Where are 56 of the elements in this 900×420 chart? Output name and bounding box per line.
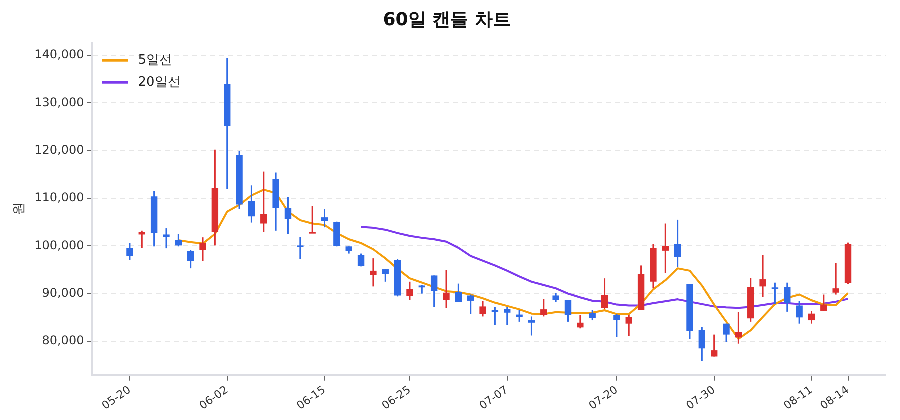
candlestick [248, 184, 256, 224]
candlestick [589, 309, 596, 322]
candlestick [760, 254, 766, 298]
candlestick [710, 334, 718, 358]
candlestick [382, 268, 389, 283]
candlestick [480, 300, 486, 318]
candlestick [784, 282, 791, 313]
y-axis-title: 원 [12, 202, 28, 216]
candlestick [832, 262, 840, 296]
candlestick [808, 310, 816, 325]
chart-title: 60일 캔들 차트 [383, 9, 511, 30]
y-tick-label: 140,000 [34, 48, 84, 62]
candlestick [723, 323, 730, 344]
candlestick [126, 242, 134, 262]
candlestick [772, 282, 779, 306]
candlestick [492, 306, 499, 326]
candlestick [504, 306, 511, 326]
candlestick [297, 236, 304, 260]
candlestick [284, 196, 292, 235]
candlestick [187, 250, 194, 270]
candlestick [528, 316, 536, 337]
legend-label: 20일선 [138, 74, 181, 90]
candlestick [577, 314, 584, 330]
y-tick-label: 120,000 [34, 142, 84, 157]
candlestick [564, 299, 572, 323]
candlestick [406, 281, 414, 302]
candlestick [796, 300, 803, 325]
candlestick [321, 208, 328, 228]
candlestick [200, 236, 206, 262]
candlestick [430, 274, 438, 308]
y-tick-label: 100,000 [34, 238, 84, 252]
candlestick [309, 205, 316, 234]
candlestick [698, 326, 706, 362]
candlestick [674, 219, 682, 268]
candlestick [540, 298, 548, 318]
candlestick [468, 294, 474, 316]
candlestick [358, 253, 365, 268]
candlestick [370, 258, 377, 288]
candlestick [443, 270, 450, 309]
candlestick [455, 283, 462, 304]
candlestick [334, 221, 340, 248]
legend-label: 5일선 [138, 52, 173, 68]
candlestick [601, 278, 608, 310]
candlestick [260, 171, 268, 234]
candlestick [175, 234, 182, 248]
candlestick [735, 312, 742, 345]
y-tick-label: 110,000 [34, 190, 84, 205]
candlestick [552, 292, 560, 304]
candlestick [662, 223, 669, 274]
candlestick [163, 228, 170, 250]
candlestick [820, 294, 828, 312]
y-tick-label: 130,000 [34, 95, 84, 110]
candlestick [626, 314, 632, 337]
candlestick [614, 314, 620, 338]
y-tick-label: 80,000 [42, 334, 84, 348]
y-tick-label: 90,000 [42, 286, 84, 300]
